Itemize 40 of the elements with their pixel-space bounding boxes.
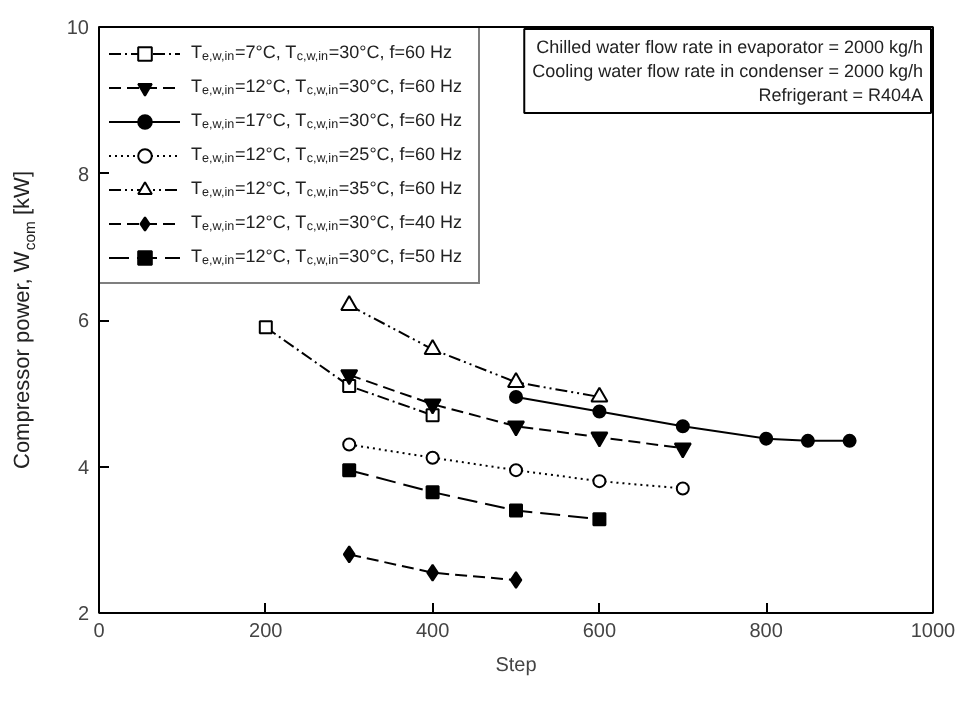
x-tick-label: 800 (749, 621, 784, 643)
point (673, 442, 692, 459)
y-tick-label: 2 (77, 604, 90, 626)
point (342, 437, 357, 452)
point (509, 503, 523, 518)
point (590, 386, 609, 403)
point (342, 545, 356, 564)
point (423, 398, 442, 415)
point (507, 420, 525, 437)
point (675, 419, 690, 434)
point (592, 512, 607, 527)
x-axis-title: Step (495, 655, 538, 677)
annotation: Chilled water flow rate in evaporator = 2000 kg/h Cooling water flow rate in condenser = 2000 kg/h Refrigerant = R404A (532, 37, 924, 105)
x-tick-label: 200 (249, 621, 284, 643)
point (342, 463, 357, 478)
x-tick-label: 400 (415, 621, 451, 643)
point (340, 369, 359, 386)
point (675, 481, 690, 496)
point (842, 433, 857, 448)
x-tick-label: 600 (582, 621, 617, 643)
point (759, 431, 774, 446)
y-tick-label: 4 (77, 457, 90, 480)
point (590, 431, 609, 448)
point (425, 485, 440, 500)
point (507, 372, 525, 388)
point (509, 571, 523, 590)
y-tick-label: 6 (77, 311, 90, 333)
point (800, 433, 815, 448)
point (509, 463, 523, 478)
x-tick-label: 0 (93, 621, 106, 643)
y-tick-label: 8 (77, 164, 90, 187)
point (592, 404, 607, 419)
point (592, 474, 607, 489)
point (509, 389, 523, 404)
point (423, 339, 442, 355)
point (425, 450, 440, 465)
point (258, 320, 273, 335)
point (340, 295, 359, 311)
x-tick-label: 1000 (910, 621, 957, 643)
y-tick-label: 10 (66, 18, 90, 40)
